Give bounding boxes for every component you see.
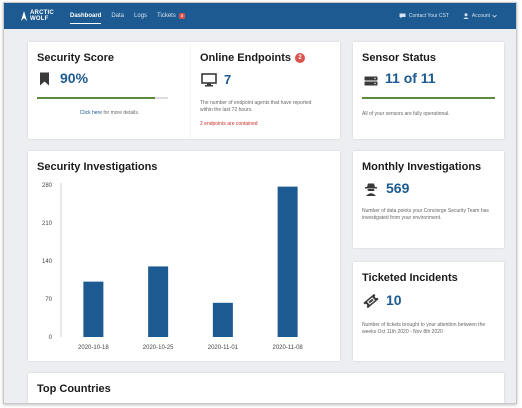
bar-2020-11-01[interactable] [212,302,233,337]
security-score-progress [37,97,168,99]
security-investigations-chart: 0 70 140 210 280 2020-10-18 2020-10-25 2020-11-… [42,183,304,351]
nav-tab-tickets-label: Tickets [157,13,176,19]
sensor-status-title: Sensor Status [362,52,436,64]
endpoints-alert-badge: 2 [295,53,306,63]
online-endpoints-title-row: Online Endpoints 2 [200,52,306,64]
logo-line-1: ARCTIC [30,10,54,16]
security-score-title: Security Score [37,52,115,64]
y-tick-label: 70 [45,297,52,303]
bar-2020-10-25[interactable] [148,266,169,337]
contact-cst-label: Contact Your CST [408,13,449,19]
app-window: ARCTIC WOLF Dashboard Data Logs Tickets … [3,2,517,404]
details-suffix: for more details. [101,110,140,116]
online-endpoints-title: Online Endpoints [200,52,292,64]
nav-tab-data[interactable]: Data [111,13,125,19]
monthly-investigations-title: Monthly Investigations [362,161,482,173]
x-tick-label: 2020-10-25 [143,345,174,351]
chevron-down-icon [492,14,497,18]
monthly-investigations-card: Monthly Investigations 569 Number of dat… [353,151,504,248]
online-endpoints-card: Online Endpoints 2 7 The number of endpoi… [191,42,340,139]
sensor-status-card: Sensor Status 11 of 11 All of your senso… [353,42,504,139]
chat-icon [399,13,406,19]
online-endpoints-description: The number of endpoint agents that have … [200,100,312,113]
click-here-link[interactable]: Click here [79,110,102,116]
server-icon [364,76,378,86]
nav-tab-logs[interactable]: Logs [134,13,148,19]
tickets-count-badge: 8 [178,13,186,19]
top-countries-title: Top Countries [37,383,111,395]
security-score-card: Security Score 90% Click here for more d… [28,42,191,139]
monitor-icon [201,73,217,87]
online-endpoints-value: 7 [224,72,232,87]
ticket-icon [363,294,379,308]
details-text: Click here for more details. [28,110,191,116]
monthly-investigations-value: 569 [386,180,410,196]
nav-links: Dashboard Data Logs Tickets 8 [70,3,195,29]
security-investigations-title: Security Investigations [37,161,158,173]
ticketed-incidents-description: Number of tickets brought to your attent… [362,322,486,335]
top-countries-card: Top Countries [28,373,504,403]
endpoints-contained-warning[interactable]: 2 endpoints are contained [200,121,258,127]
security-score-value: 90% [60,70,89,86]
bar-2020-10-18[interactable] [83,281,104,337]
y-tick-label: 210 [42,221,53,227]
ticketed-incidents-card: Ticketed Incidents 10 Number of tickets … [353,262,504,361]
sensor-status-bar [362,97,495,99]
y-tick-label: 280 [42,183,53,189]
nav-tab-dashboard[interactable]: Dashboard [70,3,102,29]
x-tick-label: 2020-11-08 [273,345,304,351]
wolf-logo-icon [21,11,27,21]
monthly-investigations-description: Number of data points your Concierge Sec… [362,208,489,221]
x-tick-label: 2020-11-01 [208,345,239,351]
security-score-progress-fill [37,97,155,99]
contact-cst-link[interactable]: Contact Your CST [399,13,449,19]
y-tick-label: 140 [42,259,53,265]
y-tick-label: 0 [49,335,53,341]
nav-tab-tickets[interactable]: Tickets 8 [157,3,186,29]
ticketed-incidents-title: Ticketed Incidents [362,272,458,284]
security-investigations-card: Security Investigations 0 70 140 210 280 2020… [28,151,340,361]
spy-agent-icon [365,183,377,196]
bookmark-icon [40,72,49,86]
logo-line-2: WOLF [30,16,49,22]
ticketed-incidents-value: 10 [386,292,402,308]
user-icon [463,13,469,19]
x-tick-label: 2020-10-18 [78,345,109,351]
account-label: Account [471,13,490,19]
account-menu[interactable]: Account [463,13,500,19]
sensor-status-description: All of your sensors are fully operationa… [362,111,450,117]
top-nav: ARCTIC WOLF Dashboard Data Logs Tickets … [4,3,516,29]
bar-2020-11-08[interactable] [277,186,298,337]
arctic-wolf-logo[interactable]: ARCTIC WOLF [20,6,60,26]
sensor-status-value: 11 of 11 [385,70,436,86]
